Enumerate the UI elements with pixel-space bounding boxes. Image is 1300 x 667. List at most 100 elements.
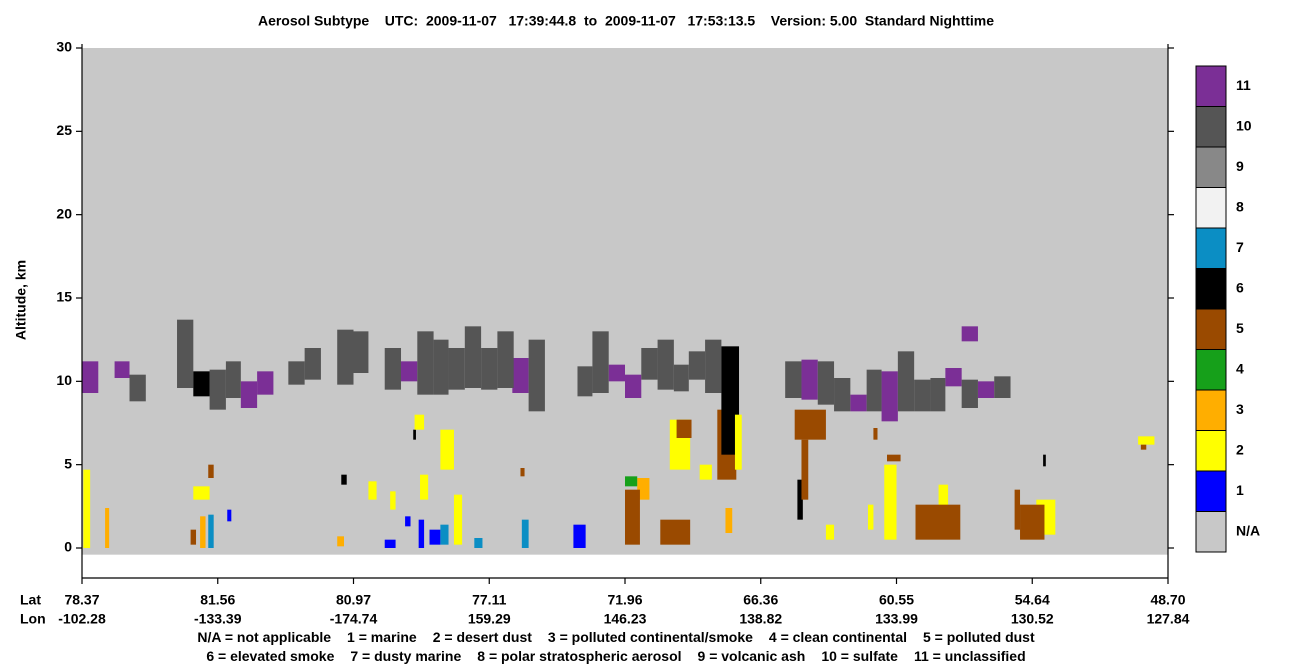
colorbar-swatch — [1195, 349, 1227, 391]
class-description: 8 = polar stratospheric aerosol — [477, 648, 681, 664]
aerosol-block — [801, 359, 818, 400]
aerosol-block — [673, 364, 689, 392]
y-axis-label: Altitude, km — [13, 260, 29, 340]
aerosol-block — [114, 361, 130, 378]
aerosol-block — [288, 361, 305, 385]
class-legend-line: 6 = elevated smoke 7 = dusty marine 8 = po… — [206, 648, 1025, 664]
colorbar-swatch — [1195, 470, 1227, 512]
aerosol-block — [641, 348, 658, 380]
aerosol-block — [368, 481, 377, 500]
x-tick-lon: 133.99 — [875, 611, 918, 627]
x-tick-lat: 81.56 — [200, 592, 235, 608]
aerosol-block — [866, 369, 882, 412]
aerosol-block — [915, 504, 961, 540]
lon-label: Lon — [20, 611, 46, 627]
colorbar-swatch — [1195, 106, 1227, 148]
aerosol-block — [914, 379, 931, 412]
aerosol-block — [433, 339, 449, 395]
colorbar-label: 8 — [1236, 198, 1244, 214]
colorbar-label: 3 — [1236, 401, 1244, 417]
aerosol-block — [977, 381, 995, 398]
class-description: 5 = polluted dust — [923, 629, 1035, 645]
class-description: 11 = unclassified — [914, 648, 1026, 664]
colorbar-label: 7 — [1236, 239, 1244, 255]
aerosol-block — [873, 428, 878, 440]
class-legend-line: N/A = not applicable 1 = marine 2 = desert… — [197, 629, 1035, 645]
aerosol-block — [825, 524, 835, 540]
aerosol-block — [897, 351, 915, 412]
y-tick-label: 10 — [56, 372, 72, 388]
aerosol-block — [497, 331, 514, 388]
aerosol-block — [592, 331, 609, 393]
aerosol-block — [208, 514, 214, 548]
aerosol-block — [528, 339, 545, 412]
aerosol-block — [240, 381, 258, 408]
aerosol-block — [520, 468, 525, 477]
aerosol-block — [418, 519, 425, 548]
aerosol-block — [82, 361, 99, 393]
lat-label: Lat — [20, 592, 41, 608]
aerosol-block — [208, 464, 214, 478]
aerosol-block — [1140, 444, 1147, 450]
aerosol-block — [193, 486, 210, 500]
y-tick-label: 5 — [64, 455, 72, 471]
aerosol-block — [801, 439, 809, 500]
aerosol-block — [227, 509, 232, 522]
aerosol-block — [413, 429, 416, 440]
class-description: 9 = volcanic ash — [698, 648, 806, 664]
aerosol-block — [721, 346, 740, 455]
colorbar-swatch — [1195, 389, 1227, 431]
colorbar-swatch — [1195, 511, 1227, 553]
aerosol-block — [474, 538, 483, 548]
class-description: 3 = polluted continental/smoke — [548, 629, 753, 645]
x-tick-lon: -133.39 — [194, 611, 242, 627]
x-tick-lon: -174.74 — [330, 611, 378, 627]
colorbar-swatch — [1195, 65, 1227, 107]
aerosol-block — [660, 519, 691, 545]
aerosol-block — [930, 378, 946, 412]
aerosol-block — [304, 348, 321, 380]
aerosol-block — [200, 516, 206, 548]
aerosol-block — [453, 494, 463, 545]
aerosol-block — [577, 366, 593, 397]
aerosol-block — [129, 374, 146, 402]
aerosol-block — [209, 369, 226, 410]
aerosol-block — [657, 339, 674, 390]
colorbar-swatch — [1195, 268, 1227, 310]
aerosol-block — [440, 524, 449, 545]
x-tick-lon: 138.82 — [739, 611, 782, 627]
aerosol-block — [384, 348, 402, 390]
aerosol-block — [961, 379, 978, 408]
class-description: 10 = sulfate — [821, 648, 898, 664]
aerosol-block — [884, 464, 897, 540]
aerosol-block — [945, 368, 962, 387]
aerosol-block — [390, 491, 396, 510]
aerosol-block — [994, 376, 1011, 398]
class-description: 2 = desert dust — [433, 629, 533, 645]
aerosol-block — [867, 504, 874, 530]
aerosol-block — [417, 331, 434, 395]
aerosol-block — [83, 469, 91, 548]
aerosol-block — [341, 474, 347, 485]
colorbar-label: N/A — [1236, 522, 1260, 538]
aerosol-block — [190, 529, 197, 545]
aerosol-block — [881, 371, 898, 422]
x-tick-lon: 159.29 — [468, 611, 511, 627]
aerosol-block — [850, 394, 867, 412]
aerosol-block — [1020, 504, 1045, 540]
y-tick-label: 15 — [56, 289, 72, 305]
aerosol-block — [797, 479, 803, 520]
aerosol-block — [353, 331, 369, 373]
aerosol-block — [1138, 436, 1155, 445]
aerosol-block — [676, 419, 692, 438]
x-tick-lon: 146.23 — [604, 611, 647, 627]
colorbar-label: 1 — [1236, 482, 1244, 498]
aerosol-block — [734, 414, 742, 470]
aerosol-block — [625, 374, 642, 398]
aerosol-block — [1043, 454, 1046, 467]
colorbar-label: 6 — [1236, 279, 1244, 295]
aerosol-block — [705, 339, 722, 393]
x-tick-lon: -102.28 — [58, 611, 106, 627]
aerosol-block — [193, 371, 210, 397]
class-description: 6 = elevated smoke — [206, 648, 334, 664]
